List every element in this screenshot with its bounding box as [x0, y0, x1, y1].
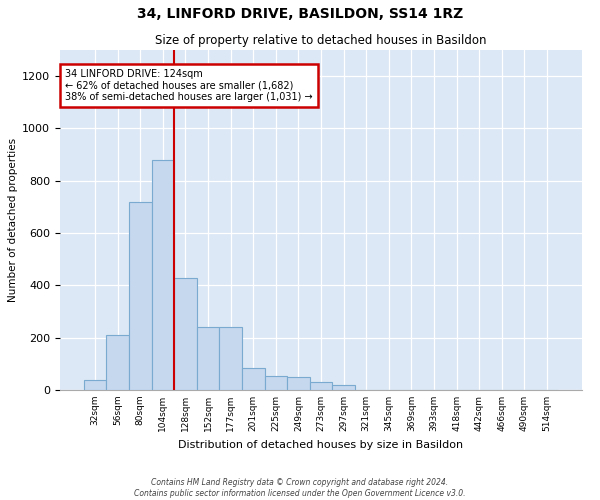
Bar [287, 377, 310, 390]
Text: Contains HM Land Registry data © Crown copyright and database right 2024.
Contai: Contains HM Land Registry data © Crown c… [134, 478, 466, 498]
Bar [129, 202, 152, 390]
Bar [310, 382, 332, 390]
Bar [197, 327, 220, 390]
Text: 34, LINFORD DRIVE, BASILDON, SS14 1RZ: 34, LINFORD DRIVE, BASILDON, SS14 1RZ [137, 8, 463, 22]
Text: 34 LINFORD DRIVE: 124sqm
← 62% of detached houses are smaller (1,682)
38% of sem: 34 LINFORD DRIVE: 124sqm ← 62% of detach… [65, 68, 313, 102]
Bar [220, 327, 242, 390]
Bar [84, 380, 106, 390]
X-axis label: Distribution of detached houses by size in Basildon: Distribution of detached houses by size … [178, 440, 464, 450]
Y-axis label: Number of detached properties: Number of detached properties [8, 138, 18, 302]
Bar [242, 368, 265, 390]
Bar [265, 376, 287, 390]
Bar [332, 385, 355, 390]
Title: Size of property relative to detached houses in Basildon: Size of property relative to detached ho… [155, 34, 487, 48]
Bar [174, 278, 197, 390]
Bar [106, 335, 129, 390]
Bar [152, 160, 174, 390]
